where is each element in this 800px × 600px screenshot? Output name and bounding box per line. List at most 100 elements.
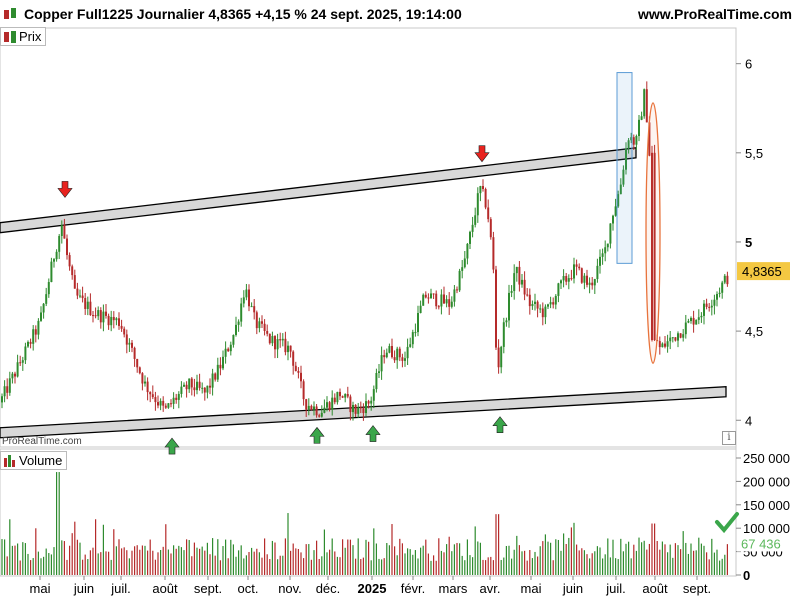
chart-title: Copper Full1225 Journalier 4,8365 +4,15 … bbox=[24, 6, 462, 22]
volume-bar bbox=[477, 541, 479, 575]
candle-up bbox=[326, 402, 328, 408]
candle-down bbox=[565, 276, 568, 282]
volume-bar bbox=[321, 556, 323, 575]
volume-bar bbox=[633, 544, 635, 575]
candle-up bbox=[630, 137, 633, 141]
price-tick-label: 5 bbox=[745, 235, 752, 250]
volume-bar bbox=[300, 552, 302, 575]
volume-bar bbox=[183, 550, 185, 575]
site-link[interactable]: www.ProRealTime.com bbox=[637, 6, 792, 22]
candle-down bbox=[586, 275, 588, 285]
volume-bar bbox=[235, 556, 237, 575]
candle-down bbox=[99, 310, 102, 323]
candle-down bbox=[125, 334, 128, 345]
candle-up bbox=[352, 404, 354, 413]
volume-bar bbox=[170, 553, 172, 575]
volume-bar bbox=[680, 549, 682, 575]
volume-bar bbox=[399, 538, 401, 575]
candle-down bbox=[227, 348, 230, 352]
volume-bar bbox=[201, 546, 203, 575]
volume-bar bbox=[63, 541, 65, 575]
candle-up bbox=[222, 356, 224, 369]
volume-bar bbox=[230, 539, 232, 575]
volume-bar bbox=[310, 559, 312, 575]
candle-down bbox=[203, 387, 206, 393]
candle-up bbox=[287, 345, 289, 353]
candle-down bbox=[297, 370, 300, 373]
volume-bar bbox=[290, 550, 292, 575]
volume-bar bbox=[305, 544, 307, 575]
candle-up bbox=[554, 295, 557, 305]
candle-up bbox=[562, 276, 565, 281]
volume-bar bbox=[157, 552, 159, 575]
candle-up bbox=[417, 313, 419, 333]
candle-down bbox=[284, 338, 287, 353]
candle-up bbox=[453, 289, 456, 302]
volume-bar bbox=[461, 555, 463, 575]
x-tick-label: avr. bbox=[480, 581, 501, 596]
candle-up bbox=[635, 136, 638, 145]
volume-bar bbox=[529, 550, 531, 575]
volume-bar bbox=[253, 551, 255, 575]
candle-up bbox=[612, 215, 614, 224]
volume-bar bbox=[269, 559, 271, 575]
volume-bar bbox=[427, 553, 429, 575]
info-icon[interactable]: i bbox=[722, 431, 736, 445]
volume-bar bbox=[126, 550, 128, 575]
candle-up bbox=[211, 373, 214, 388]
candle-down bbox=[679, 333, 682, 338]
candle-down bbox=[448, 299, 451, 307]
volume-bar bbox=[108, 551, 110, 575]
candle-down bbox=[692, 317, 695, 325]
candle-up bbox=[3, 386, 6, 397]
candle-down bbox=[146, 381, 149, 393]
candle-up bbox=[627, 140, 630, 149]
volume-bar bbox=[526, 560, 528, 575]
candle-up bbox=[372, 389, 375, 401]
volume-bar bbox=[672, 557, 674, 575]
candle-up bbox=[500, 346, 503, 368]
volume-bar bbox=[469, 555, 471, 575]
volume-bar bbox=[375, 543, 377, 575]
price-panel-label[interactable]: Prix bbox=[0, 27, 47, 46]
volume-bar bbox=[76, 539, 78, 575]
volume-bar bbox=[50, 554, 52, 575]
volume-bar bbox=[274, 542, 276, 575]
candle-up bbox=[58, 235, 61, 252]
candle-up bbox=[229, 344, 232, 352]
volume-bar bbox=[102, 524, 104, 575]
candle-up bbox=[474, 215, 477, 225]
volume-bar bbox=[175, 548, 177, 575]
volume-bar bbox=[279, 555, 281, 575]
x-tick-label: févr. bbox=[401, 581, 426, 596]
highlight-box bbox=[616, 72, 633, 264]
volume-bar bbox=[609, 557, 611, 575]
volume-bar bbox=[282, 555, 284, 575]
volume-panel-label[interactable]: Volume bbox=[0, 451, 68, 470]
volume-bar bbox=[648, 543, 650, 575]
candle-down bbox=[393, 357, 396, 361]
candle-down bbox=[310, 405, 313, 410]
candle-up bbox=[695, 319, 698, 325]
volume-bar bbox=[152, 550, 154, 575]
volume-bar bbox=[440, 550, 442, 575]
volume-bar bbox=[581, 548, 583, 575]
candle-down bbox=[274, 336, 276, 350]
candle-down bbox=[367, 401, 370, 404]
candle-up bbox=[79, 295, 81, 297]
candle-down bbox=[151, 394, 154, 398]
volume-bar bbox=[232, 544, 234, 575]
candle-down bbox=[118, 318, 120, 326]
volume-bar bbox=[206, 542, 208, 575]
candle-down bbox=[349, 396, 352, 413]
title-bar: Copper Full1225 Journalier 4,8365 +4,15 … bbox=[0, 0, 800, 28]
candle-down bbox=[315, 406, 318, 416]
volume-bar bbox=[334, 551, 336, 575]
volume-bar bbox=[266, 554, 268, 575]
candle-down bbox=[105, 311, 107, 316]
candle-up bbox=[682, 334, 685, 338]
volume-bar bbox=[726, 544, 728, 575]
volume-bar bbox=[498, 514, 500, 575]
volume-bar bbox=[537, 556, 539, 575]
